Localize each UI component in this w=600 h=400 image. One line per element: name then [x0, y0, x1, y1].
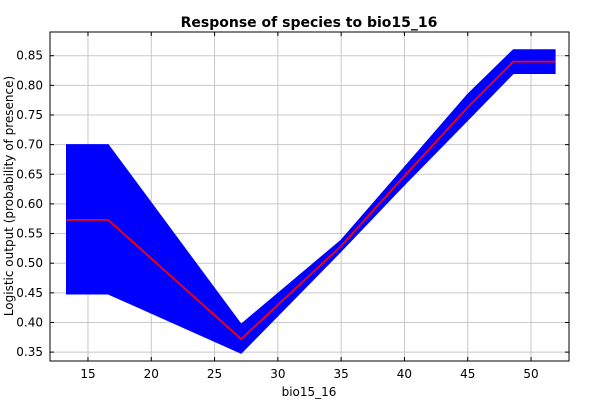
y-tick-label: 0.60: [16, 197, 43, 211]
line-layer: [66, 60, 556, 341]
y-tick-label: 0.35: [16, 345, 43, 359]
y-tick-label: 0.65: [16, 167, 43, 181]
y-tick-label: 0.80: [16, 78, 43, 92]
y-tick-label: 0.75: [16, 108, 43, 122]
x-tick-label: 25: [207, 367, 222, 381]
grid-lines: [50, 32, 569, 361]
x-tick-label: 40: [397, 367, 412, 381]
y-axis-ticks: 0.35 0.40 0.45 0.50 0.55 0.60 0.65 0.70 0.75 0.80…: [16, 49, 569, 359]
x-tick-label: 35: [334, 367, 349, 381]
x-tick-label: 20: [144, 367, 159, 381]
x-axis-ticks: 15 20 25 30 35 40 45 50: [80, 32, 539, 381]
x-tick-label: 50: [523, 367, 538, 381]
y-tick-label: 0.40: [16, 315, 43, 329]
y-tick-label: 0.70: [16, 138, 43, 152]
mean-response-line: [66, 60, 556, 341]
y-tick-label: 0.85: [16, 49, 43, 63]
x-tick-label: 15: [80, 367, 95, 381]
y-tick-label: 0.45: [16, 286, 43, 300]
confidence-band: [66, 49, 556, 354]
y-tick-label: 0.55: [16, 227, 43, 241]
x-tick-label: 45: [460, 367, 475, 381]
chart-title: Response of species to bio15_16: [181, 15, 438, 31]
y-tick-label: 0.50: [16, 256, 43, 270]
plot-frame: [49, 31, 570, 362]
y-axis-label: Logistic output (probability of presence…: [2, 76, 16, 316]
x-axis-label: bio15_16: [282, 385, 337, 399]
x-tick-label: 30: [270, 367, 285, 381]
band-layer: [66, 49, 556, 354]
